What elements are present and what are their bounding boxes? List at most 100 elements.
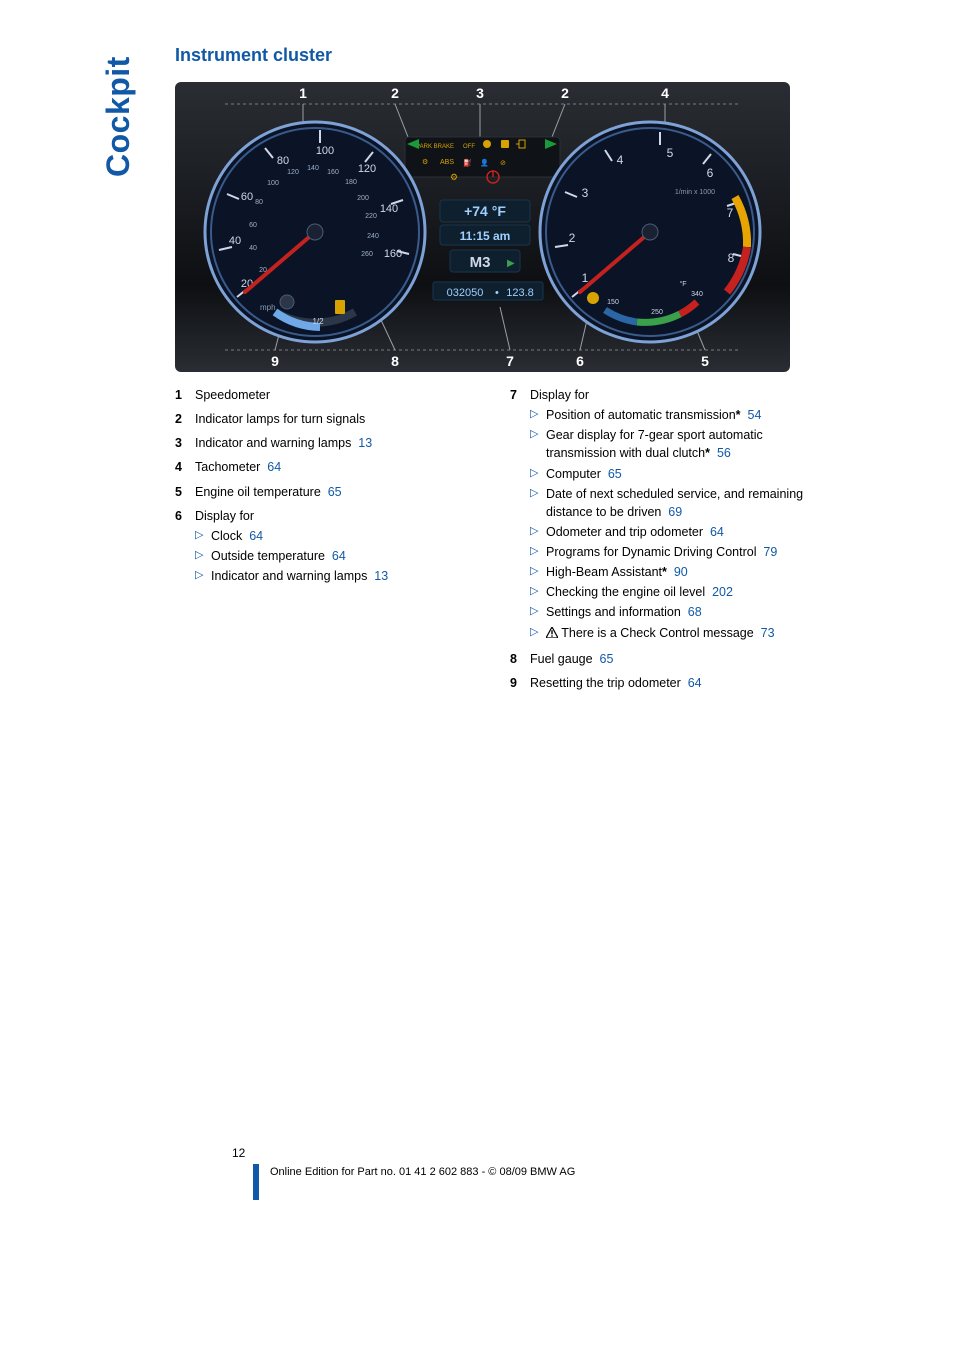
svg-text:180: 180 xyxy=(345,179,357,186)
svg-text:40: 40 xyxy=(229,235,241,247)
svg-text:8: 8 xyxy=(728,251,735,265)
section-title: Instrument cluster xyxy=(175,45,825,66)
svg-text:1/min x 1000: 1/min x 1000 xyxy=(675,189,715,196)
telltale-icon xyxy=(501,140,509,148)
legend-item: 2 Indicator lamps for turn signals xyxy=(175,410,490,428)
tachometer: 1 2 3 4 5 6 7 8 1/min x 1000 xyxy=(540,122,760,342)
bullet-icon: ▷ xyxy=(530,523,546,541)
svg-text:120: 120 xyxy=(358,163,376,175)
svg-text:160: 160 xyxy=(384,248,402,260)
legend-item: 8 Fuel gauge 65 xyxy=(510,650,825,668)
legend-subitem: Odometer and trip odometer 64 xyxy=(546,523,825,541)
telltale-abs: ABS xyxy=(440,159,454,166)
legend-subitem: Checking the engine oil level 202 xyxy=(546,583,825,601)
svg-text:160: 160 xyxy=(327,169,339,176)
legend-subitem: Programs for Dynamic Driving Control 79 xyxy=(546,543,825,561)
cluster-svg: 1 2 3 2 4 9 8 7 xyxy=(175,82,790,372)
svg-text:mph: mph xyxy=(260,303,276,312)
legend-number: 8 xyxy=(510,650,530,668)
callout-bot-5: 5 xyxy=(701,353,709,369)
legend-subitem: Outside temperature 64 xyxy=(211,547,490,565)
svg-text:4: 4 xyxy=(617,153,624,167)
bullet-icon: ▷ xyxy=(530,543,546,561)
bullet-icon: ▷ xyxy=(195,567,211,585)
svg-text:80: 80 xyxy=(255,199,263,206)
page-number-bar xyxy=(253,1164,259,1200)
legend-item: 5 Engine oil temperature 65 xyxy=(175,483,490,501)
svg-text:▶: ▶ xyxy=(507,258,515,269)
callout-top-5: 4 xyxy=(661,85,669,101)
bullet-icon: ▷ xyxy=(530,563,546,581)
telltale-engine-icon: ⚙ xyxy=(422,158,428,166)
svg-text:7: 7 xyxy=(727,206,734,220)
legend-number: 6 xyxy=(175,507,195,588)
svg-text:220: 220 xyxy=(365,213,377,220)
svg-text:032050: 032050 xyxy=(447,287,484,299)
telltale-seatbelt-icon: 👤 xyxy=(480,158,489,167)
fuel-warn-icon xyxy=(335,300,345,314)
legend-subitem: There is a Check Control message 73 xyxy=(546,624,825,642)
svg-text:150: 150 xyxy=(607,299,619,306)
svg-text:60: 60 xyxy=(241,191,253,203)
bullet-icon: ▷ xyxy=(530,465,546,483)
legend-item: 1 Speedometer xyxy=(175,386,490,404)
bullet-icon: ▷ xyxy=(530,485,546,521)
svg-text:80: 80 xyxy=(277,155,289,167)
svg-text:+74 °F: +74 °F xyxy=(464,203,506,219)
page-number: 12 xyxy=(232,1146,245,1160)
legend-subitem: Settings and information 68 xyxy=(546,603,825,621)
legend: 1 Speedometer 2 Indicator lamps for turn… xyxy=(175,386,825,698)
legend-subitem: Computer 65 xyxy=(546,465,825,483)
telltale-door-icon: ⊘ xyxy=(500,160,506,167)
svg-text:40: 40 xyxy=(249,245,257,252)
legend-item: 4 Tachometer 64 xyxy=(175,458,490,476)
callout-bot-6: 6 xyxy=(576,353,584,369)
legend-subitem: Indicator and warning lamps 13 xyxy=(211,567,490,585)
svg-text:260: 260 xyxy=(361,251,373,258)
svg-text:3: 3 xyxy=(582,186,589,200)
telltale-icon xyxy=(483,140,491,148)
legend-subitem: Clock 64 xyxy=(211,527,490,545)
svg-text:240: 240 xyxy=(367,233,379,240)
svg-text:140: 140 xyxy=(307,165,319,172)
legend-item: 3 Indicator and warning lamps 13 xyxy=(175,434,490,452)
svg-text:100: 100 xyxy=(267,180,279,187)
callout-top-4: 2 xyxy=(561,85,569,101)
section-tab: Cockpit xyxy=(100,56,137,177)
bullet-icon: ▷ xyxy=(530,426,546,462)
telltale-park-brake: PARK BRAKE xyxy=(416,144,454,150)
legend-subitem: Position of automatic transmission* 54 xyxy=(546,406,825,424)
svg-text:1/2: 1/2 xyxy=(312,317,324,326)
callout-bot-9: 9 xyxy=(271,353,279,369)
bullet-icon: ▷ xyxy=(530,603,546,621)
legend-item: 7 Display for▷Position of automatic tran… xyxy=(510,386,825,644)
trip-reset-knob xyxy=(280,295,294,309)
oil-can-icon xyxy=(587,292,599,304)
telltale-off: OFF xyxy=(463,144,475,150)
legend-number: 2 xyxy=(175,410,195,428)
svg-text:120: 120 xyxy=(287,169,299,176)
svg-text:123.8: 123.8 xyxy=(506,287,534,299)
svg-text:250: 250 xyxy=(651,309,663,316)
telltale-engine2-icon: ⚙ xyxy=(450,172,458,182)
footer-text: Online Edition for Part no. 01 41 2 602 … xyxy=(270,1166,575,1178)
bullet-icon: ▷ xyxy=(195,547,211,565)
svg-text:200: 200 xyxy=(357,195,369,202)
svg-text:M3: M3 xyxy=(470,254,491,271)
legend-number: 1 xyxy=(175,386,195,404)
callout-top-2: 2 xyxy=(391,85,399,101)
telltale-fuel-icon: ⛽ xyxy=(463,158,472,167)
svg-text:•: • xyxy=(495,287,499,299)
legend-number: 4 xyxy=(175,458,195,476)
legend-subitem: Gear display for 7-gear sport automatic … xyxy=(546,426,825,462)
svg-text:5: 5 xyxy=(667,146,674,160)
legend-subitem: High-Beam Assistant* 90 xyxy=(546,563,825,581)
center-display: +74 °F 11:15 am M3 ▶ 032050 • 123.8 xyxy=(433,200,543,300)
speedometer: 20 40 60 80 100 120 140 160 20 40 60 xyxy=(205,122,425,342)
svg-text:°F: °F xyxy=(679,280,686,288)
svg-text:340: 340 xyxy=(691,291,703,298)
callout-bot-8: 8 xyxy=(391,353,399,369)
callout-top-3: 3 xyxy=(476,85,484,101)
bullet-icon: ▷ xyxy=(530,583,546,601)
bullet-icon: ▷ xyxy=(530,624,546,642)
